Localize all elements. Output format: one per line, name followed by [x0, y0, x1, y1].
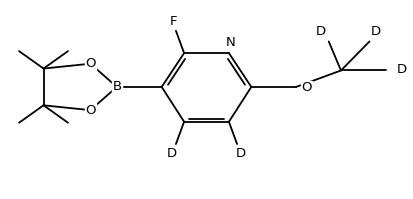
Text: D: D [370, 25, 381, 38]
Text: O: O [85, 104, 96, 117]
Text: D: D [397, 63, 407, 76]
Text: F: F [170, 15, 178, 28]
Text: O: O [85, 57, 96, 70]
Text: D: D [167, 147, 177, 160]
Text: B: B [112, 80, 121, 93]
Text: D: D [316, 25, 325, 38]
Text: O: O [301, 81, 311, 94]
Text: N: N [226, 36, 236, 49]
Text: D: D [236, 147, 246, 160]
